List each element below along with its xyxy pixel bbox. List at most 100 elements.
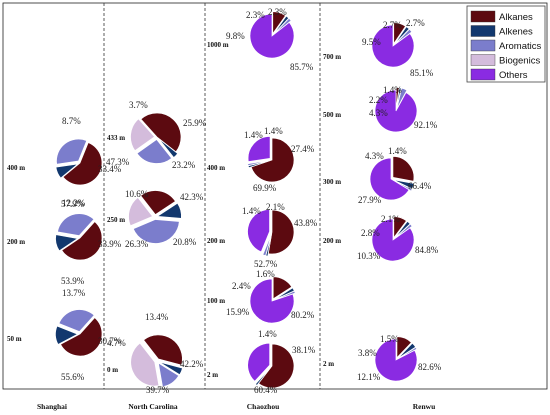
percent-label: 26.3%: [125, 239, 149, 249]
percent-label: 27.9%: [358, 195, 382, 205]
percent-label: 47.3%: [106, 157, 130, 167]
pie-renwu-300-m: 300 m 4.3% 1.4% 27.9% 66.4%: [323, 146, 432, 205]
percent-label: 80.2%: [291, 310, 315, 320]
legend: Alkanes Alkenes Aromatics Biogenics Others: [466, 5, 546, 83]
slice-others: [371, 24, 415, 68]
percent-label: 2.7%: [406, 18, 425, 28]
percent-label: 2.2%: [369, 95, 388, 105]
percent-label: 12.1%: [357, 372, 381, 382]
slice-others: [247, 342, 271, 382]
slice-alkanes: [60, 317, 103, 357]
altitude-label: 400 m: [7, 164, 25, 172]
slice-others: [249, 13, 295, 59]
slice-alkanes: [272, 276, 293, 300]
slice-alkenes: [396, 87, 402, 109]
percent-label: 3.7%: [129, 100, 148, 110]
percent-label: 30.7%: [98, 336, 122, 346]
pie-chaozhou-200-m: 200 m 1.4% 2.1% 43.8% 52.7%: [207, 202, 318, 269]
percent-label: 2.3%: [268, 7, 287, 17]
site-label-renwu: Renwu: [413, 402, 436, 411]
slice-alkanes: [250, 137, 295, 183]
legend-swatch-aromatics: [470, 39, 496, 52]
percent-label: 1.5%: [380, 334, 399, 344]
percent-label: 69.9%: [253, 183, 277, 193]
slice-aromatics: [57, 213, 95, 237]
slice-aromatics: [132, 219, 180, 244]
slice-alkanes: [267, 209, 295, 255]
slice-alkanes: [393, 216, 407, 239]
percent-label: 27.4%: [291, 144, 315, 154]
slice-alkanes: [258, 343, 295, 389]
altitude-label: 0 m: [107, 366, 118, 374]
slice-others: [371, 218, 415, 262]
pie-shanghai-200-m: 200 m 12.2% 33.9% 53.9%: [7, 198, 122, 286]
percent-label: 9.8%: [226, 31, 245, 41]
percent-label: 84.8%: [415, 245, 439, 255]
slice-alkenes: [159, 361, 183, 376]
percent-label: 1.4%: [264, 126, 283, 136]
slice-others: [374, 338, 418, 382]
slice-alkenes: [55, 234, 79, 252]
slice-biogenics: [130, 118, 156, 152]
percent-label: 57.9%: [61, 199, 85, 209]
percent-label: 23.2%: [172, 160, 196, 170]
altitude-label: 700 m: [323, 53, 341, 61]
percent-label: 3.8%: [358, 348, 377, 358]
pie-chaozhou-1000-m: 1000 m 2.3% 2.3% 9.8% 85.7%: [207, 7, 314, 72]
plot-frame: [2, 2, 548, 390]
percent-label: 2.3%: [246, 10, 265, 20]
percent-label: 9.5%: [362, 37, 381, 47]
percent-label: 13.7%: [62, 288, 86, 298]
altitude-label: 250 m: [107, 216, 125, 224]
legend-swatch-alkenes: [470, 25, 496, 37]
percent-label: 52.7%: [254, 259, 278, 269]
slice-alkanes: [396, 336, 412, 359]
percent-label: 1.4%: [383, 85, 402, 95]
percent-label: 85.7%: [290, 62, 314, 72]
percent-label: 2.8%: [361, 228, 380, 238]
pie-renwu-700-m: 700 m2.7% 2.7%9.5%85.1%: [323, 18, 434, 78]
site-label-chaozhou: Chaozhou: [247, 402, 280, 411]
pie-shanghai-400-m: 400 m 8.7% 33.4% 57.9%: [7, 116, 122, 209]
percent-label: 1.4%: [244, 130, 263, 140]
slice-aromatics: [273, 17, 292, 35]
slice-others: [249, 278, 295, 324]
slice-others: [247, 209, 270, 253]
altitude-label: 100 m: [207, 297, 225, 305]
percent-label: 10.3%: [357, 251, 381, 261]
percent-label: 4.3%: [365, 151, 384, 161]
pie-north-carolina-250-m: 250 m 10.6% 42.3% 26.3% 20.8%: [107, 189, 204, 249]
percent-label: 60.4%: [254, 385, 278, 395]
slice-alkanes: [62, 142, 103, 186]
pie-renwu-200-m: 200 m 2.1%2.8% 10.3% 84.8%: [323, 214, 439, 262]
altitude-label: 200 m: [7, 238, 25, 246]
percent-label: 2.1%: [381, 214, 400, 224]
slice-alkenes: [397, 342, 417, 359]
percent-label: 53.9%: [61, 276, 85, 286]
percent-label: 25.9%: [183, 118, 207, 128]
percent-label: 13.4%: [145, 312, 169, 322]
percent-label: 1.4%: [258, 329, 277, 339]
altitude-label: 200 m: [207, 237, 225, 245]
site-label-shanghai: Shanghai: [37, 402, 67, 411]
slice-alkenes: [393, 179, 415, 190]
altitude-label: 50 m: [7, 335, 22, 343]
percent-label: 42.3%: [180, 192, 204, 202]
percent-label: 55.6%: [61, 372, 85, 382]
legend-label-alkanes: Alkanes: [499, 12, 533, 23]
percent-label: 1.4%: [242, 206, 261, 216]
percent-label: 15.9%: [226, 307, 250, 317]
altitude-label: 2 m: [323, 360, 334, 368]
altitude-label: 200 m: [323, 237, 341, 245]
site-labels: Shanghai North Carolina Chaozhou Renwu: [37, 402, 435, 411]
slice-alkenes: [394, 26, 410, 45]
slice-aromatics: [136, 138, 173, 164]
legend-swatch-others: [470, 68, 496, 81]
slice-alkenes: [394, 220, 411, 239]
slice-others: [369, 157, 410, 201]
slice-alkanes: [392, 156, 415, 182]
slice-alkenes: [273, 15, 290, 35]
altitude-label: 300 m: [323, 178, 341, 186]
slice-aromatics: [394, 28, 413, 45]
percent-label: 2.7%: [383, 20, 402, 30]
